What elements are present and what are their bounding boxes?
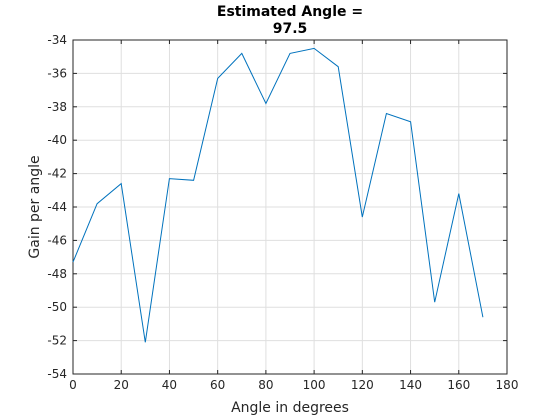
x-tick-label: 100 bbox=[303, 378, 326, 392]
x-tick-label: 160 bbox=[447, 378, 470, 392]
x-tick-label: 40 bbox=[162, 378, 177, 392]
y-tick-label: -52 bbox=[47, 334, 67, 348]
y-tick-label: -40 bbox=[47, 133, 67, 147]
y-tick-label: -36 bbox=[47, 66, 67, 80]
x-tick-label: 60 bbox=[210, 378, 225, 392]
x-tick-label: 80 bbox=[258, 378, 273, 392]
chart-title-line-1: Estimated Angle = bbox=[217, 4, 363, 20]
series-layer bbox=[72, 47, 484, 343]
axis-ticks: 0 20 40 60 80 100 120 140 160 180 -34 -36 -38 -40 -42 -… bbox=[47, 33, 518, 392]
x-axis-label: Angle in degrees bbox=[231, 400, 349, 416]
y-tick-label: -44 bbox=[47, 200, 67, 214]
y-tick-label: -50 bbox=[47, 300, 67, 314]
y-tick-label: -34 bbox=[47, 33, 67, 47]
y-tick-label: -48 bbox=[47, 267, 67, 281]
grid-lines bbox=[73, 40, 507, 374]
y-tick-label: -42 bbox=[47, 167, 67, 181]
x-tick-label: 140 bbox=[399, 378, 422, 392]
y-tick-label: -38 bbox=[47, 100, 67, 114]
y-tick-label: -54 bbox=[47, 367, 67, 381]
series-line bbox=[72, 47, 484, 343]
x-tick-label: 0 bbox=[69, 378, 77, 392]
x-tick-label: 180 bbox=[496, 378, 519, 392]
chart-title-line-2: 97.5 bbox=[273, 21, 308, 37]
y-tick-label: -46 bbox=[47, 233, 67, 247]
x-tick-label: 20 bbox=[114, 378, 129, 392]
x-tick-label: 120 bbox=[351, 378, 374, 392]
y-axis-label: Gain per angle bbox=[27, 155, 43, 258]
